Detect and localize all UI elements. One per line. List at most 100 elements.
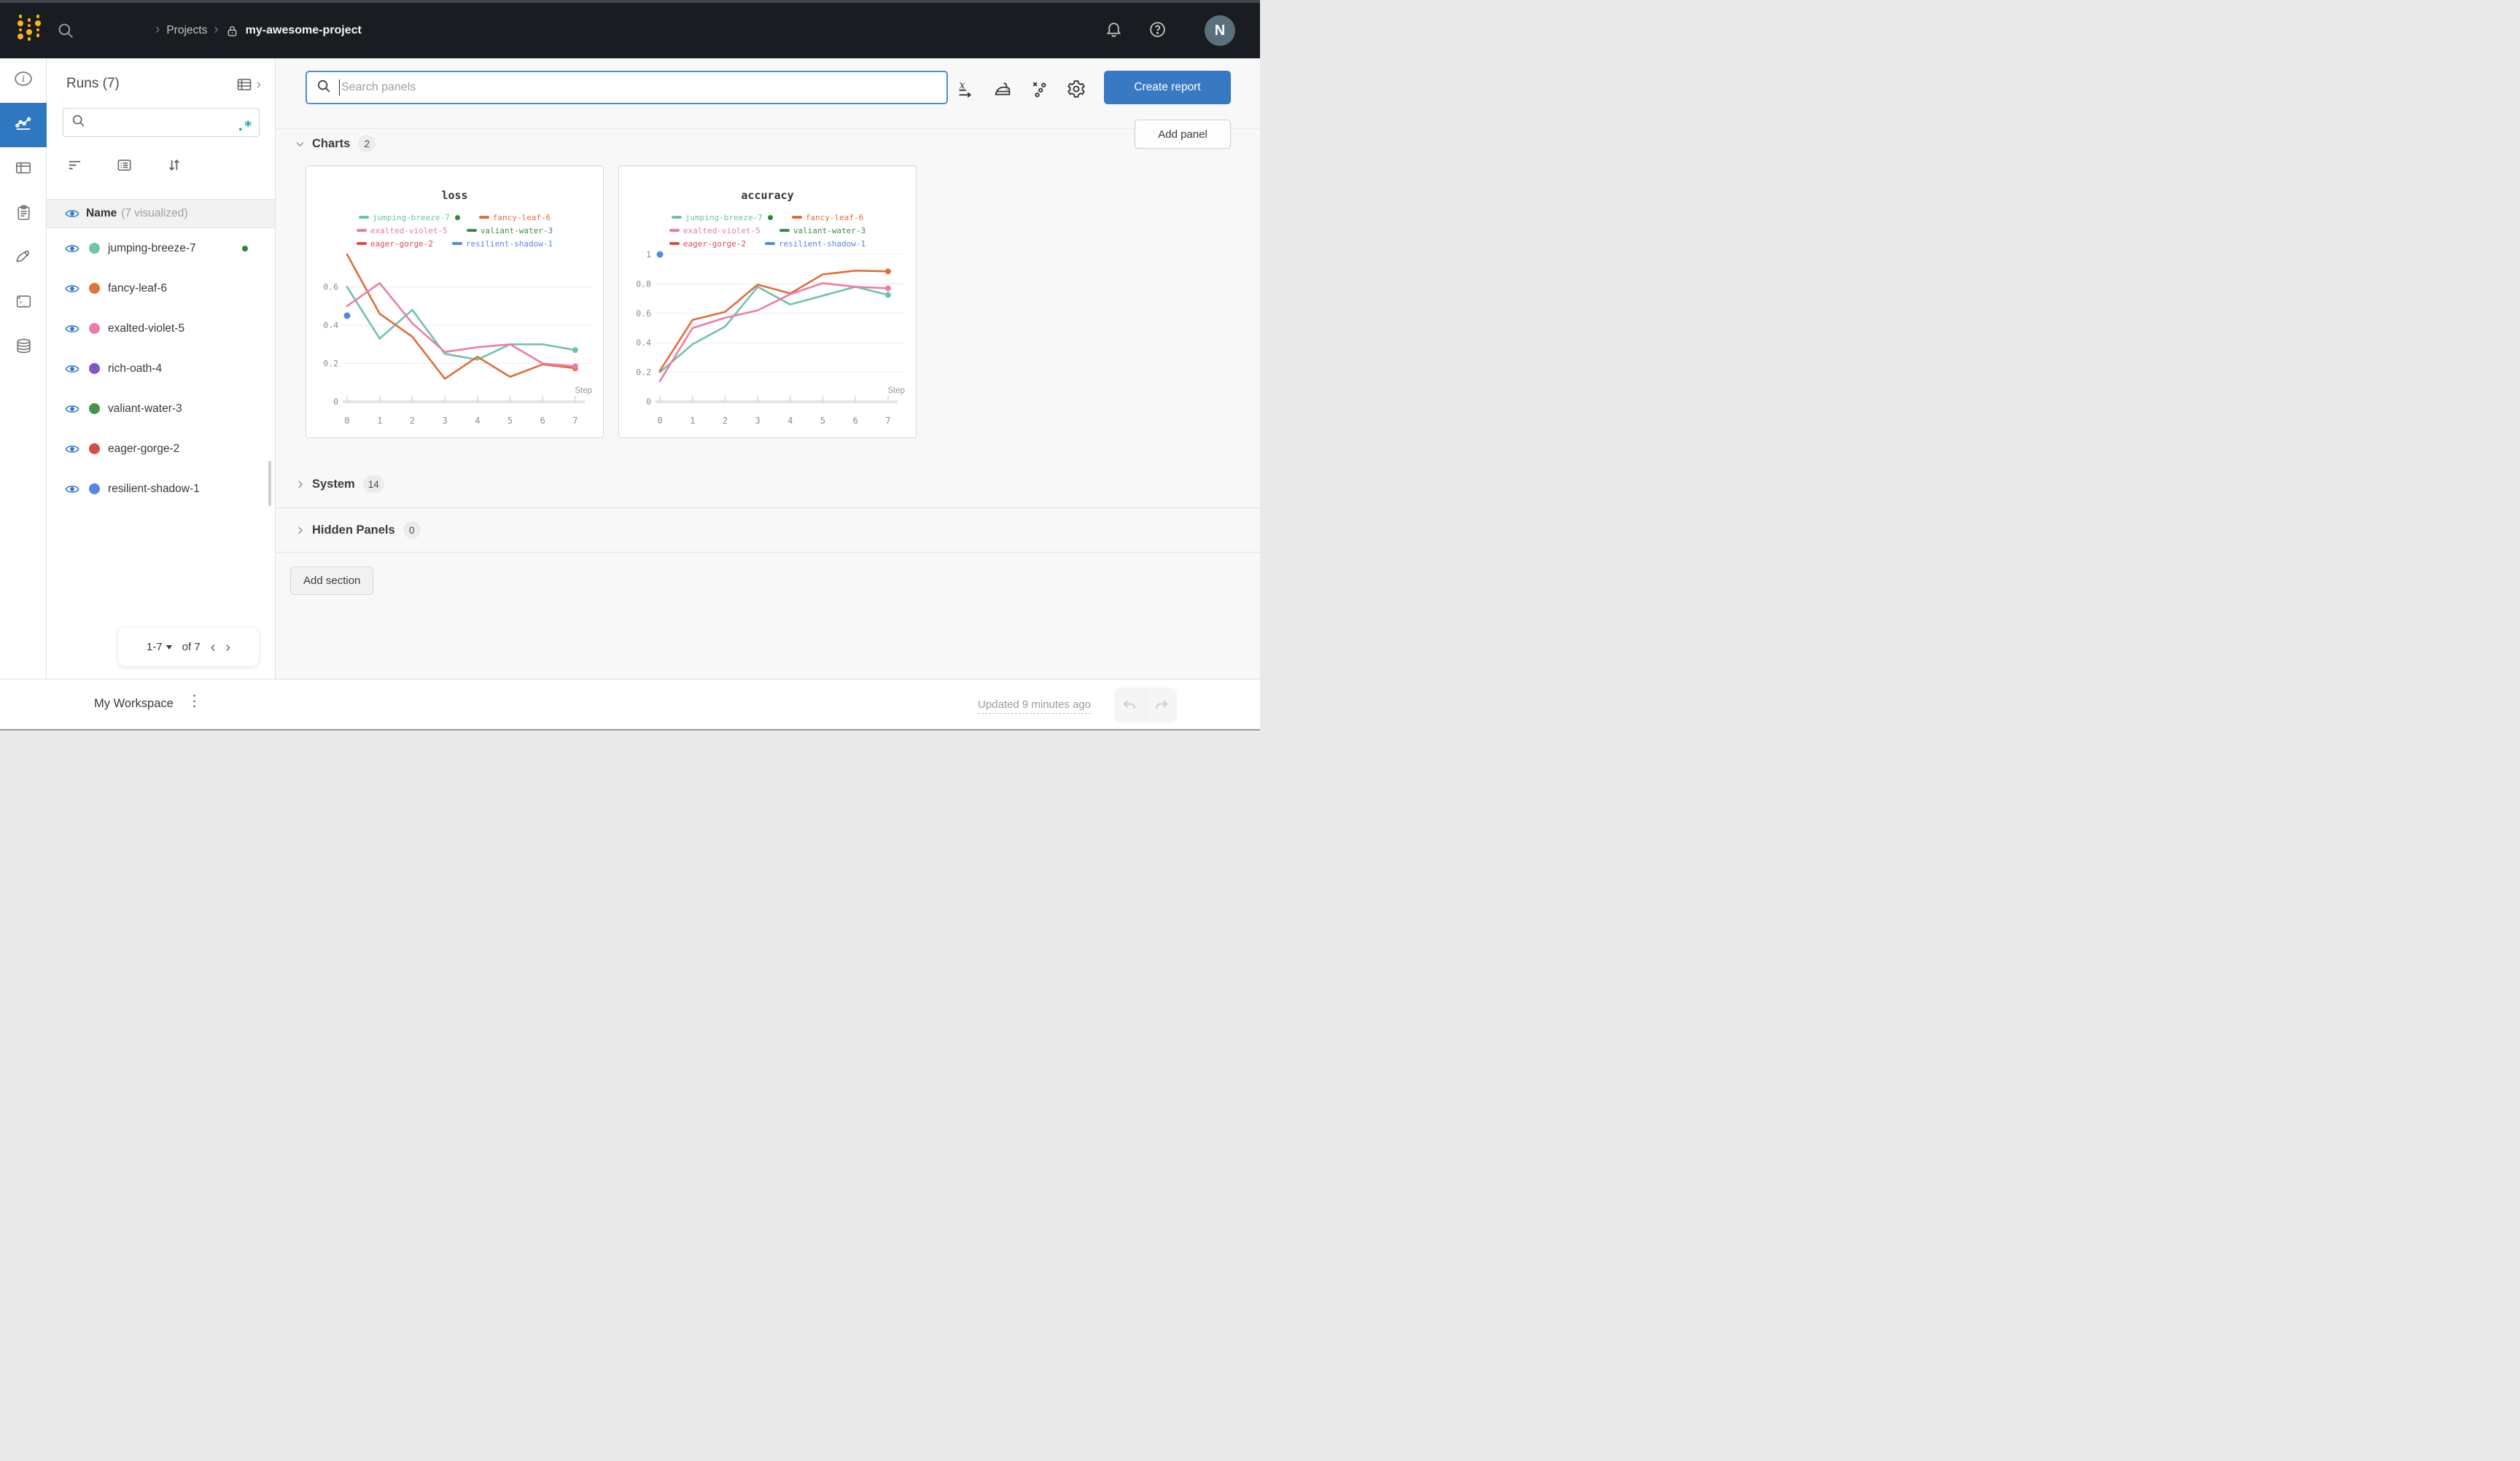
legend-item[interactable]: jumping-breeze-7 — [358, 212, 460, 222]
create-report-button[interactable]: Create report — [1104, 71, 1231, 104]
svg-text:0.8: 0.8 — [636, 278, 651, 289]
run-list-item[interactable]: jumping-breeze-7 — [47, 228, 275, 268]
legend-item[interactable]: eager-gorge-2 — [669, 239, 746, 249]
legend-item[interactable]: exalted-violet-5 — [669, 226, 761, 235]
runs-name-header[interactable]: Name (7 visualized) — [47, 199, 275, 228]
run-list-item[interactable]: resilient-shadow-1 — [47, 469, 275, 509]
outliers-icon[interactable] — [1030, 79, 1050, 99]
run-list-item[interactable]: exalted-violet-5 — [47, 308, 275, 348]
run-list-item[interactable]: fancy-leaf-6 — [47, 268, 275, 308]
legend-run-name: resilient-shadow-1 — [465, 238, 553, 249]
chart-panel[interactable]: loss jumping-breeze-7 fancy-leaf-6 exalted… — [306, 165, 604, 438]
run-list-item[interactable]: rich-oath-4 — [47, 348, 275, 389]
add-section-button[interactable]: Add section — [290, 566, 374, 595]
sort-icon[interactable] — [165, 157, 182, 174]
breadcrumb-projects-link[interactable]: Projects — [166, 24, 208, 36]
chevron-right-icon[interactable] — [295, 479, 306, 490]
chart-plot: 0 0.2 0.4 0.6 0 1 2 3 4 5 6 7 Step — [323, 253, 592, 426]
run-list-scrollbar[interactable] — [268, 461, 271, 506]
legend-item[interactable]: fancy-leaf-6 — [791, 212, 864, 222]
run-name[interactable]: valiant-water-3 — [108, 402, 182, 415]
prev-page-button[interactable]: ‹ — [210, 639, 216, 655]
rail-item-sweeps[interactable] — [0, 236, 47, 281]
legend-item[interactable]: eager-gorge-2 — [356, 239, 433, 249]
group-list-icon[interactable] — [115, 157, 133, 174]
workspace-chart-icon — [14, 114, 33, 136]
visibility-eye-icon[interactable] — [65, 241, 79, 256]
chart-panel[interactable]: accuracy jumping-breeze-7 fancy-leaf-6 exa… — [618, 165, 917, 438]
workspace-name[interactable]: My Workspace — [94, 697, 174, 710]
run-name[interactable]: eager-gorge-2 — [108, 442, 180, 455]
svg-text:1: 1 — [646, 249, 651, 260]
expand-runs-table-button[interactable] — [236, 76, 263, 93]
visibility-eye-icon[interactable] — [65, 206, 79, 221]
breadcrumb-project-name[interactable]: my-awesome-project — [245, 24, 362, 36]
filter-icon[interactable] — [66, 157, 83, 174]
settings-gear-icon[interactable] — [1066, 79, 1086, 99]
svg-text:0: 0 — [333, 397, 338, 407]
svg-text:i: i — [22, 74, 25, 85]
visibility-eye-icon[interactable] — [65, 362, 79, 376]
hidden-panels-section-header[interactable]: Hidden Panels 0 — [276, 507, 1260, 553]
help-icon[interactable] — [1148, 20, 1167, 42]
page-range-dropdown[interactable]: 1-7 — [147, 641, 172, 653]
add-panel-button[interactable]: Add panel — [1135, 120, 1231, 149]
visibility-eye-icon[interactable] — [65, 402, 79, 416]
undo-button[interactable] — [1114, 687, 1146, 722]
run-list-item[interactable]: eager-gorge-2 — [47, 429, 275, 469]
legend-item[interactable]: exalted-violet-5 — [356, 226, 448, 235]
window-bottom-edge — [0, 729, 1260, 730]
bell-icon[interactable] — [1105, 20, 1123, 42]
legend-item[interactable]: fancy-leaf-6 — [478, 213, 551, 222]
updated-timestamp[interactable]: Updated 9 minutes ago — [978, 698, 1092, 714]
run-list-item[interactable]: valiant-water-3 — [47, 389, 275, 429]
legend-item[interactable]: resilient-shadow-1 — [451, 238, 553, 249]
svg-text:x: x — [960, 79, 966, 91]
next-page-button[interactable]: › — [225, 639, 231, 655]
svg-text:7: 7 — [885, 416, 890, 426]
legend-run-name: valiant-water-3 — [480, 225, 553, 235]
legend-item[interactable]: resilient-shadow-1 — [764, 239, 866, 249]
run-name[interactable]: fancy-leaf-6 — [108, 281, 167, 295]
svg-text:5: 5 — [508, 416, 513, 426]
legend-item[interactable]: valiant-water-3 — [779, 226, 866, 235]
run-color-dot — [89, 443, 100, 454]
legend-item[interactable]: jumping-breeze-7 — [671, 213, 773, 222]
rail-item-terminal[interactable]: >_ — [0, 281, 47, 325]
smoothing-iron-icon[interactable] — [992, 79, 1013, 99]
wandb-logo[interactable] — [18, 15, 41, 41]
system-section-header[interactable]: System 14 — [276, 461, 1260, 507]
visibility-eye-icon[interactable] — [65, 442, 79, 456]
svg-text:1: 1 — [377, 416, 382, 426]
rail-item-table[interactable] — [0, 147, 47, 192]
rail-item-logs[interactable] — [0, 192, 47, 236]
rail-item-artifacts[interactable] — [0, 325, 47, 370]
runs-panel-title: Runs (7) — [66, 76, 120, 91]
legend-run-name: fancy-leaf-6 — [805, 212, 864, 222]
legend-item[interactable]: valiant-water-3 — [466, 225, 553, 235]
kebab-menu-icon[interactable]: ⋮ — [187, 693, 202, 709]
rail-item-workspace[interactable] — [0, 103, 47, 147]
run-name[interactable]: resilient-shadow-1 — [108, 482, 200, 495]
run-search-input[interactable]: .* — [63, 108, 260, 137]
charts-section-header[interactable]: Charts 2 Add panel — [276, 120, 1260, 158]
run-name[interactable]: jumping-breeze-7 — [108, 241, 196, 254]
run-color-dot — [89, 363, 100, 374]
run-name[interactable]: rich-oath-4 — [108, 362, 163, 375]
legend-run-name: jumping-breeze-7 — [372, 212, 450, 222]
visibility-eye-icon[interactable] — [65, 322, 79, 336]
rail-item-overview[interactable]: i — [0, 58, 47, 103]
chevron-right-icon[interactable] — [295, 525, 306, 536]
search-panels-input[interactable]: Search panels — [306, 71, 948, 104]
run-name[interactable]: exalted-violet-5 — [108, 322, 185, 335]
search-icon[interactable] — [56, 21, 75, 44]
chevron-down-icon[interactable] — [295, 139, 306, 149]
regex-toggle-icon[interactable]: .* — [236, 118, 252, 134]
visibility-eye-icon[interactable] — [65, 482, 79, 496]
chevron-right-icon — [257, 81, 261, 88]
redo-button[interactable] — [1145, 687, 1178, 722]
visibility-eye-icon[interactable] — [65, 281, 79, 296]
avatar[interactable]: N — [1205, 15, 1235, 46]
run-color-dot — [89, 403, 100, 414]
x-axis-icon[interactable]: x — [957, 79, 977, 99]
